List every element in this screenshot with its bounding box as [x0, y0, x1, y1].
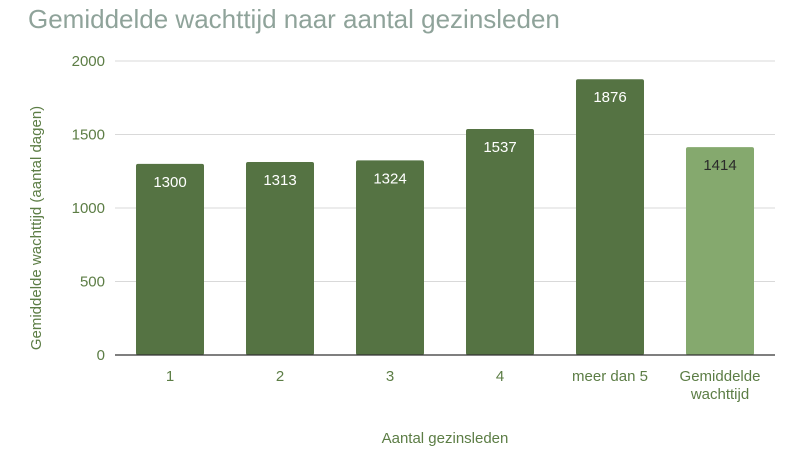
- x-tick-label: 2: [276, 368, 284, 385]
- bar-data-label: 1876: [593, 89, 626, 106]
- x-tick-label: 3: [386, 368, 394, 385]
- bar-data-labels: 1300 1313 1324 1537 1876 1414: [153, 89, 736, 191]
- y-tick-label: 500: [80, 274, 105, 291]
- bar: [246, 161, 314, 355]
- y-tick-label: 2000: [72, 53, 105, 70]
- x-axis-title: Aantal gezinsleden: [382, 430, 509, 447]
- y-tick-label: 1000: [72, 200, 105, 217]
- y-axis-title: Gemiddelde wachttijd (aantal dagen): [28, 106, 45, 350]
- chart-title: Gemiddelde wachttijd naar aantal gezinsl…: [28, 4, 560, 34]
- gridlines: [115, 60, 775, 282]
- bar: [466, 129, 534, 355]
- x-tick-label: 1: [166, 368, 174, 385]
- bar-data-label: 1414: [703, 157, 736, 174]
- x-tick-label: Gemiddelde wachttijd: [680, 368, 761, 403]
- bars: [136, 79, 754, 355]
- bar: [686, 147, 754, 355]
- bar-data-label: 1537: [483, 139, 516, 156]
- bar-data-label: 1300: [153, 174, 186, 191]
- y-tick-label: 0: [97, 347, 105, 364]
- bar: [576, 79, 644, 355]
- y-tick-labels: 0 500 1000 1500 2000: [72, 53, 105, 364]
- bar-data-label: 1313: [263, 172, 296, 189]
- bar: [356, 160, 424, 355]
- x-tick-labels: 1 2 3 4 meer dan 5 Gemiddelde wachttijd: [166, 368, 761, 403]
- bar-data-label: 1324: [373, 170, 406, 187]
- x-tick-label: 4: [496, 368, 504, 385]
- bar: [136, 163, 204, 355]
- x-tick-label: meer dan 5: [572, 368, 648, 385]
- y-tick-label: 1500: [72, 127, 105, 144]
